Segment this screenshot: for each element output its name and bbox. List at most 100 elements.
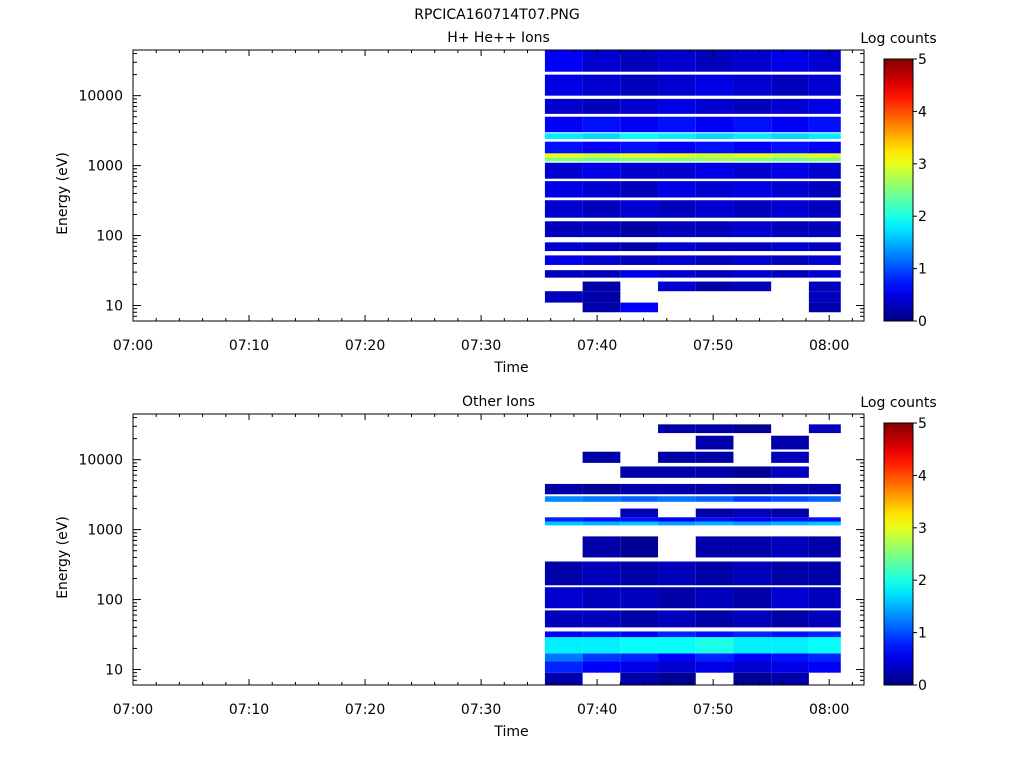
p0-cell-b9-c6 — [771, 162, 809, 179]
p0-cell-b14-c4 — [695, 116, 734, 133]
p1-cell-b4-c2 — [620, 631, 659, 638]
p0-cell-b7-c1 — [582, 200, 621, 218]
p1-cell-b9-c6 — [771, 521, 809, 526]
p0-cell-b5-c2 — [620, 242, 659, 252]
p1-cell-b17-c5 — [733, 424, 772, 434]
p1-y-tick-label-0: 10 — [105, 662, 123, 678]
p1-cell-b12-c5 — [733, 496, 772, 502]
p0-cell-b12-c7 — [808, 141, 841, 154]
p1-cell-b10-c4 — [695, 517, 734, 522]
p1-cell-b8-c2 — [620, 536, 659, 558]
p0-cell-b8-c3 — [658, 181, 696, 198]
p0-cell-b3-c1 — [582, 270, 621, 278]
p0-cell-b16-c0 — [544, 74, 583, 96]
p1-colorbar-tick-label-2: 2 — [918, 573, 927, 589]
p0-cell-b6-c5 — [733, 221, 772, 238]
p1-cell-b12-c7 — [808, 496, 841, 502]
p0-cell-b16-c7 — [808, 74, 841, 96]
p0-cell-b9-c2 — [620, 162, 659, 179]
p0-x-tick-label-1: 07:10 — [229, 338, 269, 354]
p0-cell-b1-c7 — [808, 291, 841, 303]
p0-cell-b7-c0 — [544, 200, 583, 218]
p0-heatmap-cells — [544, 50, 841, 313]
p1-cell-b13-c5 — [733, 483, 772, 495]
p1-cell-b3-c5 — [733, 637, 772, 654]
p1-colorbar-tick-label-1: 1 — [918, 626, 927, 642]
p0-x-tick-label-0: 07:00 — [113, 338, 153, 354]
p1-cell-b12-c6 — [771, 496, 809, 502]
p0-colorbar-tick-label-4: 4 — [918, 104, 927, 120]
p1-cell-b13-c6 — [771, 483, 809, 495]
p1-cell-b15-c3 — [658, 451, 696, 463]
p0-cell-b14-c2 — [620, 116, 659, 133]
p0-cell-b2-c5 — [733, 281, 772, 292]
panel-h-he-ions: H+ He++ Ions 07:00 07:10 07:20 07:30 07:40 07:… — [55, 30, 937, 376]
p0-cell-b15-c4 — [695, 98, 734, 114]
p1-cell-b2-c4 — [695, 653, 734, 662]
p0-cell-b7-c2 — [620, 200, 659, 218]
p0-colorbar-tick-label-1: 1 — [918, 262, 927, 278]
p1-cell-b6-c1 — [582, 587, 621, 609]
p1-cell-b6-c0 — [544, 587, 583, 609]
p0-cell-b12-c2 — [620, 141, 659, 154]
p1-cell-b14-c2 — [620, 466, 659, 478]
p0-cell-b16-c6 — [771, 74, 809, 96]
p0-cell-b0-c7 — [808, 302, 841, 313]
p1-cell-b9-c0 — [544, 521, 583, 526]
p0-y-axis-label: Energy (eV) — [55, 152, 71, 235]
p0-cell-b6-c2 — [620, 221, 659, 238]
p1-cell-b5-c2 — [620, 610, 659, 628]
p0-cell-b2-c7 — [808, 281, 841, 292]
p1-cell-b8-c6 — [771, 536, 809, 558]
p1-x-axis-label: Time — [493, 724, 528, 740]
p0-cell-b13-c5 — [733, 133, 772, 140]
p0-colorbar-tick-label-2: 2 — [918, 209, 927, 225]
p0-cell-b3-c4 — [695, 270, 734, 278]
p1-cell-b10-c0 — [544, 517, 583, 522]
p0-y-tick-label-1: 100 — [96, 229, 123, 245]
p0-cell-b13-c4 — [695, 133, 734, 140]
p1-cell-b2-c2 — [620, 653, 659, 662]
p1-cell-b7-c3 — [658, 561, 696, 586]
p1-cell-b11-c5 — [733, 508, 772, 518]
p0-cell-b10-c3 — [658, 157, 696, 162]
p1-cell-b2-c6 — [771, 653, 809, 662]
p1-cell-b12-c4 — [695, 496, 734, 502]
p1-cell-b1-c3 — [658, 661, 696, 673]
p1-cell-b7-c1 — [582, 561, 621, 586]
p1-cell-b5-c3 — [658, 610, 696, 628]
p0-cell-b5-c0 — [544, 242, 583, 252]
p0-x-tick-label-5: 07:50 — [693, 338, 733, 354]
p0-cell-b4-c7 — [808, 255, 841, 265]
p0-cell-b14-c7 — [808, 116, 841, 133]
p0-x-tick-label-2: 07:20 — [345, 338, 385, 354]
p1-colorbar-tick-label-0: 0 — [918, 678, 927, 694]
p0-cell-b8-c7 — [808, 181, 841, 198]
p1-cell-b7-c6 — [771, 561, 809, 586]
p0-cell-b13-c0 — [544, 133, 583, 140]
p0-cell-b5-c1 — [582, 242, 621, 252]
p1-cell-b7-c2 — [620, 561, 659, 586]
p0-cell-b6-c4 — [695, 221, 734, 238]
p0-cell-b5-c7 — [808, 242, 841, 252]
p1-cell-b14-c5 — [733, 466, 772, 478]
p0-cell-b12-c0 — [544, 141, 583, 154]
p1-cell-b0-c6 — [771, 672, 809, 685]
p0-cell-b1-c0 — [544, 291, 583, 303]
p1-cell-b5-c5 — [733, 610, 772, 628]
p0-colorbar-tick-label-0: 0 — [918, 314, 927, 330]
p1-cell-b10-c2 — [620, 517, 659, 522]
p1-cell-b6-c6 — [771, 587, 809, 609]
p1-cell-b1-c0 — [544, 661, 583, 673]
p1-cell-b3-c3 — [658, 637, 696, 654]
p1-cell-b4-c4 — [695, 631, 734, 638]
p0-cell-b16-c4 — [695, 74, 734, 96]
p1-cell-b11-c6 — [771, 508, 809, 518]
p1-cell-b0-c2 — [620, 672, 659, 685]
p0-cell-b13-c6 — [771, 133, 809, 140]
p0-cell-b3-c3 — [658, 270, 696, 278]
p1-cell-b9-c5 — [733, 521, 772, 526]
p0-cell-b3-c0 — [544, 270, 583, 278]
p0-cell-b6-c6 — [771, 221, 809, 238]
